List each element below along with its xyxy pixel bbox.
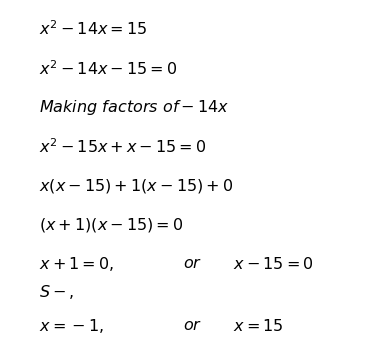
- Text: $(x + 1)(x - 15) = 0$: $(x + 1)(x - 15) = 0$: [39, 216, 183, 234]
- Text: $x + 1 = 0,$: $x + 1 = 0,$: [39, 255, 114, 273]
- Text: $\mathit{or}$: $\mathit{or}$: [183, 318, 202, 333]
- Text: $\mathit{Making\ factors\ of} - 14x$: $\mathit{Making\ factors\ of} - 14x$: [39, 98, 229, 117]
- Text: $\mathit{or}$: $\mathit{or}$: [183, 257, 202, 271]
- Text: $S-,$: $S-,$: [39, 283, 74, 300]
- Text: $x = -1,$: $x = -1,$: [39, 317, 104, 335]
- Text: $x^2 - 14x = 15$: $x^2 - 14x = 15$: [39, 20, 147, 38]
- Text: $x^2 - 14x - 15 = 0$: $x^2 - 14x - 15 = 0$: [39, 59, 177, 77]
- Text: $x^2 - 15x + x - 15 = 0$: $x^2 - 15x + x - 15 = 0$: [39, 137, 206, 156]
- Text: $x = 15$: $x = 15$: [233, 318, 284, 333]
- Text: $x - 15 = 0$: $x - 15 = 0$: [233, 256, 314, 272]
- Text: $x(x - 15) + 1(x - 15) + 0$: $x(x - 15) + 1(x - 15) + 0$: [39, 177, 233, 195]
